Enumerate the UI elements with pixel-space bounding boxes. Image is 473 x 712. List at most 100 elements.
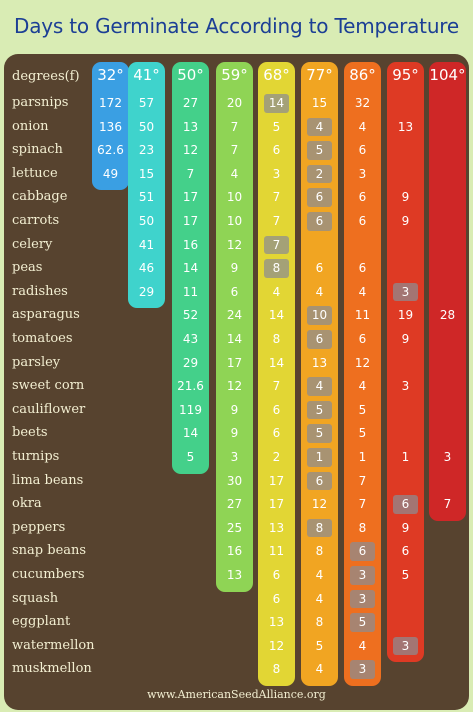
temp-column-7 [387, 62, 424, 663]
germination-days-cell: 6 [358, 332, 367, 346]
germination-days-cell: 14 [268, 96, 285, 110]
highlight-cell [307, 212, 332, 231]
highlight-cell [393, 282, 418, 302]
crop-label: peas [12, 260, 43, 276]
chart-title: Days to Germinate According to Temperatu… [14, 14, 459, 38]
germination-days-cell: 6 [358, 261, 367, 276]
crop-label: eggplant [12, 614, 71, 630]
temp-header-8: 104° [429, 66, 466, 84]
temp-column-3 [216, 62, 253, 592]
germination-days-cell: 12 [311, 497, 328, 512]
germination-days-cell: 8 [315, 520, 324, 535]
germination-days-cell: 13 [311, 355, 328, 370]
germination-days-cell: 3 [358, 591, 367, 606]
germination-days-cell: 16 [182, 237, 199, 252]
temp-column-2 [172, 62, 209, 474]
germination-days-cell: 119 [179, 402, 202, 417]
germination-days-cell: 4 [358, 119, 367, 134]
germination-days-cell: 13 [268, 615, 285, 630]
germination-days-cell: 49 [102, 166, 119, 181]
germination-days-cell: 6 [315, 261, 324, 276]
germination-days-cell: 11 [354, 308, 371, 323]
crop-label: okra [12, 496, 42, 512]
germination-days-cell: 6 [272, 402, 281, 417]
highlight-cell [350, 566, 375, 585]
crop-label: cauliflower [12, 401, 86, 417]
germination-days-cell: 2 [315, 166, 324, 181]
germination-days-cell: 4 [230, 166, 239, 181]
germination-days-cell: 50 [138, 214, 155, 228]
germination-days-cell: 9 [230, 402, 239, 417]
header-label: degrees(f) [12, 69, 80, 84]
germination-days-cell: 5 [186, 450, 195, 464]
germination-days-cell: 13 [182, 119, 199, 134]
germination-days-cell: 15 [311, 96, 328, 110]
germination-days-cell: 9 [230, 261, 239, 276]
germination-days-cell: 6 [401, 544, 410, 559]
footer-url: www.AmericanSeedAlliance.org [147, 688, 326, 701]
germination-days-cell: 6 [272, 568, 281, 582]
germination-days-cell: 7 [358, 497, 367, 512]
germination-days-cell: 4 [358, 284, 367, 299]
germination-days-cell: 5 [315, 143, 324, 158]
germination-days-cell: 17 [268, 473, 285, 488]
germination-days-cell: 6 [272, 426, 281, 441]
germination-days-cell: 9 [230, 426, 239, 441]
germination-days-cell: 52 [182, 308, 199, 323]
highlight-cell [307, 400, 332, 420]
germination-days-cell: 6 [358, 544, 367, 559]
highlight-cell [307, 471, 332, 491]
crop-label: parsley [12, 354, 61, 370]
temp-header-1: 41° [133, 66, 160, 84]
highlight-cell [307, 117, 332, 137]
germination-days-cell: 13 [226, 568, 243, 582]
germination-days-cell: 2 [272, 450, 281, 464]
germination-days-cell: 6 [358, 143, 367, 158]
crop-label: muskmellon [12, 661, 92, 677]
germination-days-cell: 21.6 [177, 379, 204, 394]
highlight-cell [350, 589, 375, 609]
chart-board: degrees(f) www.AmericanSeedAlliance.org … [4, 54, 469, 710]
germination-days-cell: 7 [272, 190, 281, 205]
germination-days-cell: 16 [226, 544, 243, 559]
germination-days-cell: 12 [268, 638, 285, 653]
crop-label: turnips [12, 449, 60, 464]
germination-days-cell: 3 [401, 284, 410, 299]
crop-label: carrots [12, 213, 60, 228]
temp-column-0 [92, 62, 129, 191]
germination-days-cell: 57 [138, 96, 155, 110]
germination-days-cell: 3 [443, 450, 452, 464]
germination-days-cell: 17 [268, 497, 285, 512]
germination-days-cell: 3 [401, 379, 410, 394]
germination-days-cell: 4 [315, 662, 324, 677]
germination-days-cell: 8 [272, 332, 281, 346]
germination-days-cell: 12 [182, 143, 199, 158]
temp-header-0: 32° [97, 66, 124, 84]
highlight-cell [350, 542, 375, 561]
germination-days-cell: 5 [272, 119, 281, 134]
highlight-cell [393, 495, 418, 514]
germination-days-cell: 50 [138, 119, 155, 134]
germination-days-cell: 7 [272, 214, 281, 228]
germination-days-cell: 43 [182, 332, 199, 346]
germination-days-cell: 19 [397, 308, 414, 323]
germination-days-cell: 4 [315, 119, 324, 134]
highlight-cell [307, 448, 332, 467]
germination-days-cell: 14 [268, 355, 285, 370]
crop-label: onion [12, 118, 49, 134]
germination-days-cell: 4 [315, 591, 324, 606]
germination-days-cell: 10 [226, 190, 243, 205]
germination-days-cell: 25 [226, 520, 243, 535]
germination-days-cell: 12 [226, 379, 243, 394]
germination-days-cell: 27 [226, 497, 243, 512]
highlight-cell [307, 330, 332, 349]
germination-days-cell: 14 [182, 261, 199, 276]
temp-column-1 [128, 62, 165, 309]
germination-days-cell: 8 [272, 662, 281, 677]
temp-header-4: 68° [263, 66, 290, 84]
temp-header-6: 86° [349, 66, 376, 84]
germination-days-cell: 15 [138, 166, 155, 181]
crop-label: peppers [12, 519, 66, 535]
crop-label: snap beans [12, 543, 87, 559]
germination-days-cell: 9 [401, 332, 410, 346]
